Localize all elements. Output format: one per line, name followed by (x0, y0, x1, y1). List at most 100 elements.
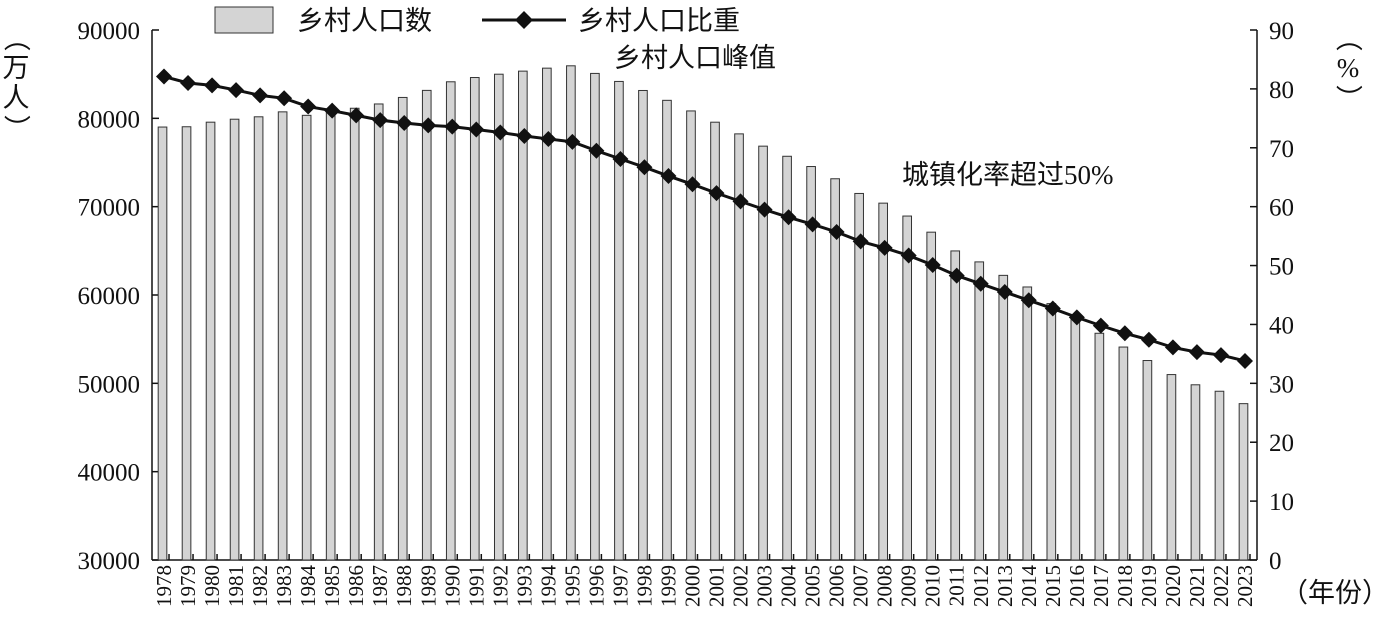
ratio-point-1994 (540, 130, 557, 147)
bar-1997 (614, 80, 624, 561)
left-axis-unit-char: （ (1, 25, 31, 52)
ratio-point-2007 (852, 233, 869, 250)
ratio-point-1981 (228, 82, 245, 99)
bar-2013 (998, 274, 1009, 561)
ratio-point-2019 (1140, 331, 1157, 348)
bar-2010 (926, 231, 937, 561)
x-tick-label-1980: 1980 (200, 565, 224, 607)
left-tick-label: 30000 (78, 548, 141, 575)
ratio-point-2006 (828, 223, 845, 240)
x-axis-unit: （年份） (1281, 578, 1388, 608)
bar-2017 (1094, 332, 1105, 561)
x-tick-label-2016: 2016 (1065, 565, 1089, 607)
x-tick-label-1986: 1986 (344, 565, 368, 607)
ratio-point-2008 (876, 239, 893, 256)
right-tick-label: 70 (1269, 136, 1294, 163)
bar-2018 (1118, 346, 1129, 561)
right-axis-unit-char: （ (1333, 25, 1363, 52)
ratio-point-2005 (804, 216, 821, 233)
bar-1986 (349, 107, 360, 561)
bar-1988 (397, 96, 408, 561)
x-tick-label-2005: 2005 (801, 565, 825, 607)
x-tick-label-1998: 1998 (632, 565, 656, 607)
left-tick-label: 60000 (78, 283, 141, 310)
ratio-point-2022 (1212, 347, 1229, 364)
bar-2004 (782, 155, 792, 561)
right-axis-unit-char: % (1337, 53, 1360, 83)
x-tick-label-1993: 1993 (512, 565, 536, 607)
x-tick-label-1984: 1984 (296, 565, 320, 608)
right-axis-unit: （%） (1333, 25, 1363, 112)
ratio-point-1996 (588, 142, 605, 159)
ratio-point-1980 (204, 77, 221, 94)
ratio-point-2021 (1188, 344, 1205, 361)
x-tick-label-1987: 1987 (368, 565, 392, 607)
bar-1999 (662, 99, 672, 561)
ratio-point-1999 (660, 168, 677, 185)
bar-1998 (638, 89, 648, 561)
bar-2011 (950, 250, 961, 561)
ratio-point-1983 (276, 90, 293, 107)
ratio-point-1993 (516, 128, 533, 144)
legend-line-marker (515, 11, 533, 29)
left-tick-label: 90000 (78, 18, 141, 45)
x-tick-label-2006: 2006 (825, 565, 849, 607)
x-tick-label-1989: 1989 (416, 565, 440, 607)
ratio-point-1982 (252, 87, 269, 104)
right-tick-label: 90 (1269, 18, 1294, 45)
left-axis-unit: （万人） (1, 25, 31, 142)
x-tick-label-2002: 2002 (729, 565, 753, 607)
left-axis-unit-char: ） (1, 115, 31, 142)
ratio-point-1978 (156, 68, 173, 85)
bar-1995 (566, 65, 576, 561)
ratio-point-1995 (564, 133, 581, 150)
x-tick-label-2021: 2021 (1185, 565, 1209, 607)
bar-1994 (542, 67, 552, 561)
bar-2023 (1238, 403, 1249, 561)
ratio-point-2013 (996, 284, 1013, 301)
ratio-point-1991 (468, 121, 485, 138)
x-tick-label-1982: 1982 (248, 565, 272, 607)
x-tick-label-1996: 1996 (584, 565, 608, 607)
ratio-line (163, 75, 1246, 363)
bar-1982 (253, 116, 264, 561)
right-tick-label: 50 (1269, 254, 1294, 281)
x-tick-label-2010: 2010 (921, 565, 945, 607)
ratio-point-1989 (420, 117, 437, 134)
left-tick-label: 40000 (78, 460, 141, 487)
right-tick-label: 60 (1269, 195, 1294, 222)
legend: 乡村人口数 乡村人口比重 (214, 6, 740, 36)
x-tick-label-2004: 2004 (777, 565, 801, 608)
x-tick-label-1990: 1990 (440, 565, 464, 607)
bar-1992 (493, 73, 504, 561)
bar-1987 (373, 103, 384, 561)
right-tick-label: 80 (1269, 77, 1294, 104)
ratio-point-1984 (300, 98, 317, 115)
x-tick-label-1997: 1997 (608, 565, 632, 607)
ratio-point-1987 (372, 112, 389, 129)
ratio-point-2014 (1020, 292, 1037, 309)
x-tick-label-1988: 1988 (392, 565, 416, 607)
ratio-point-2001 (708, 185, 725, 202)
x-tick-label-2008: 2008 (873, 565, 897, 607)
x-tick-label-2014: 2014 (1017, 565, 1041, 608)
ratio-point-2010 (924, 256, 941, 273)
ratio-point-2000 (684, 176, 701, 193)
ratio-point-1992 (492, 124, 509, 141)
left-tick-label: 50000 (78, 371, 141, 398)
ratio-point-1988 (396, 115, 413, 132)
bar-2022 (1214, 390, 1225, 561)
ratio-point-2023 (1236, 352, 1253, 369)
x-tick-label-1981: 1981 (224, 565, 248, 607)
ratio-point-2012 (972, 275, 989, 292)
bar-2006 (830, 178, 840, 561)
x-tick-label-2009: 2009 (897, 565, 921, 607)
right-axis-unit-char: ） (1333, 85, 1363, 112)
legend-line-label: 乡村人口比重 (578, 6, 740, 36)
ratio-point-1985 (324, 102, 341, 119)
ratio-point-2015 (1044, 300, 1061, 317)
bar-1980 (205, 121, 216, 561)
x-tick-label-2022: 2022 (1209, 565, 1233, 607)
x-tick-label-1994: 1994 (536, 565, 560, 608)
